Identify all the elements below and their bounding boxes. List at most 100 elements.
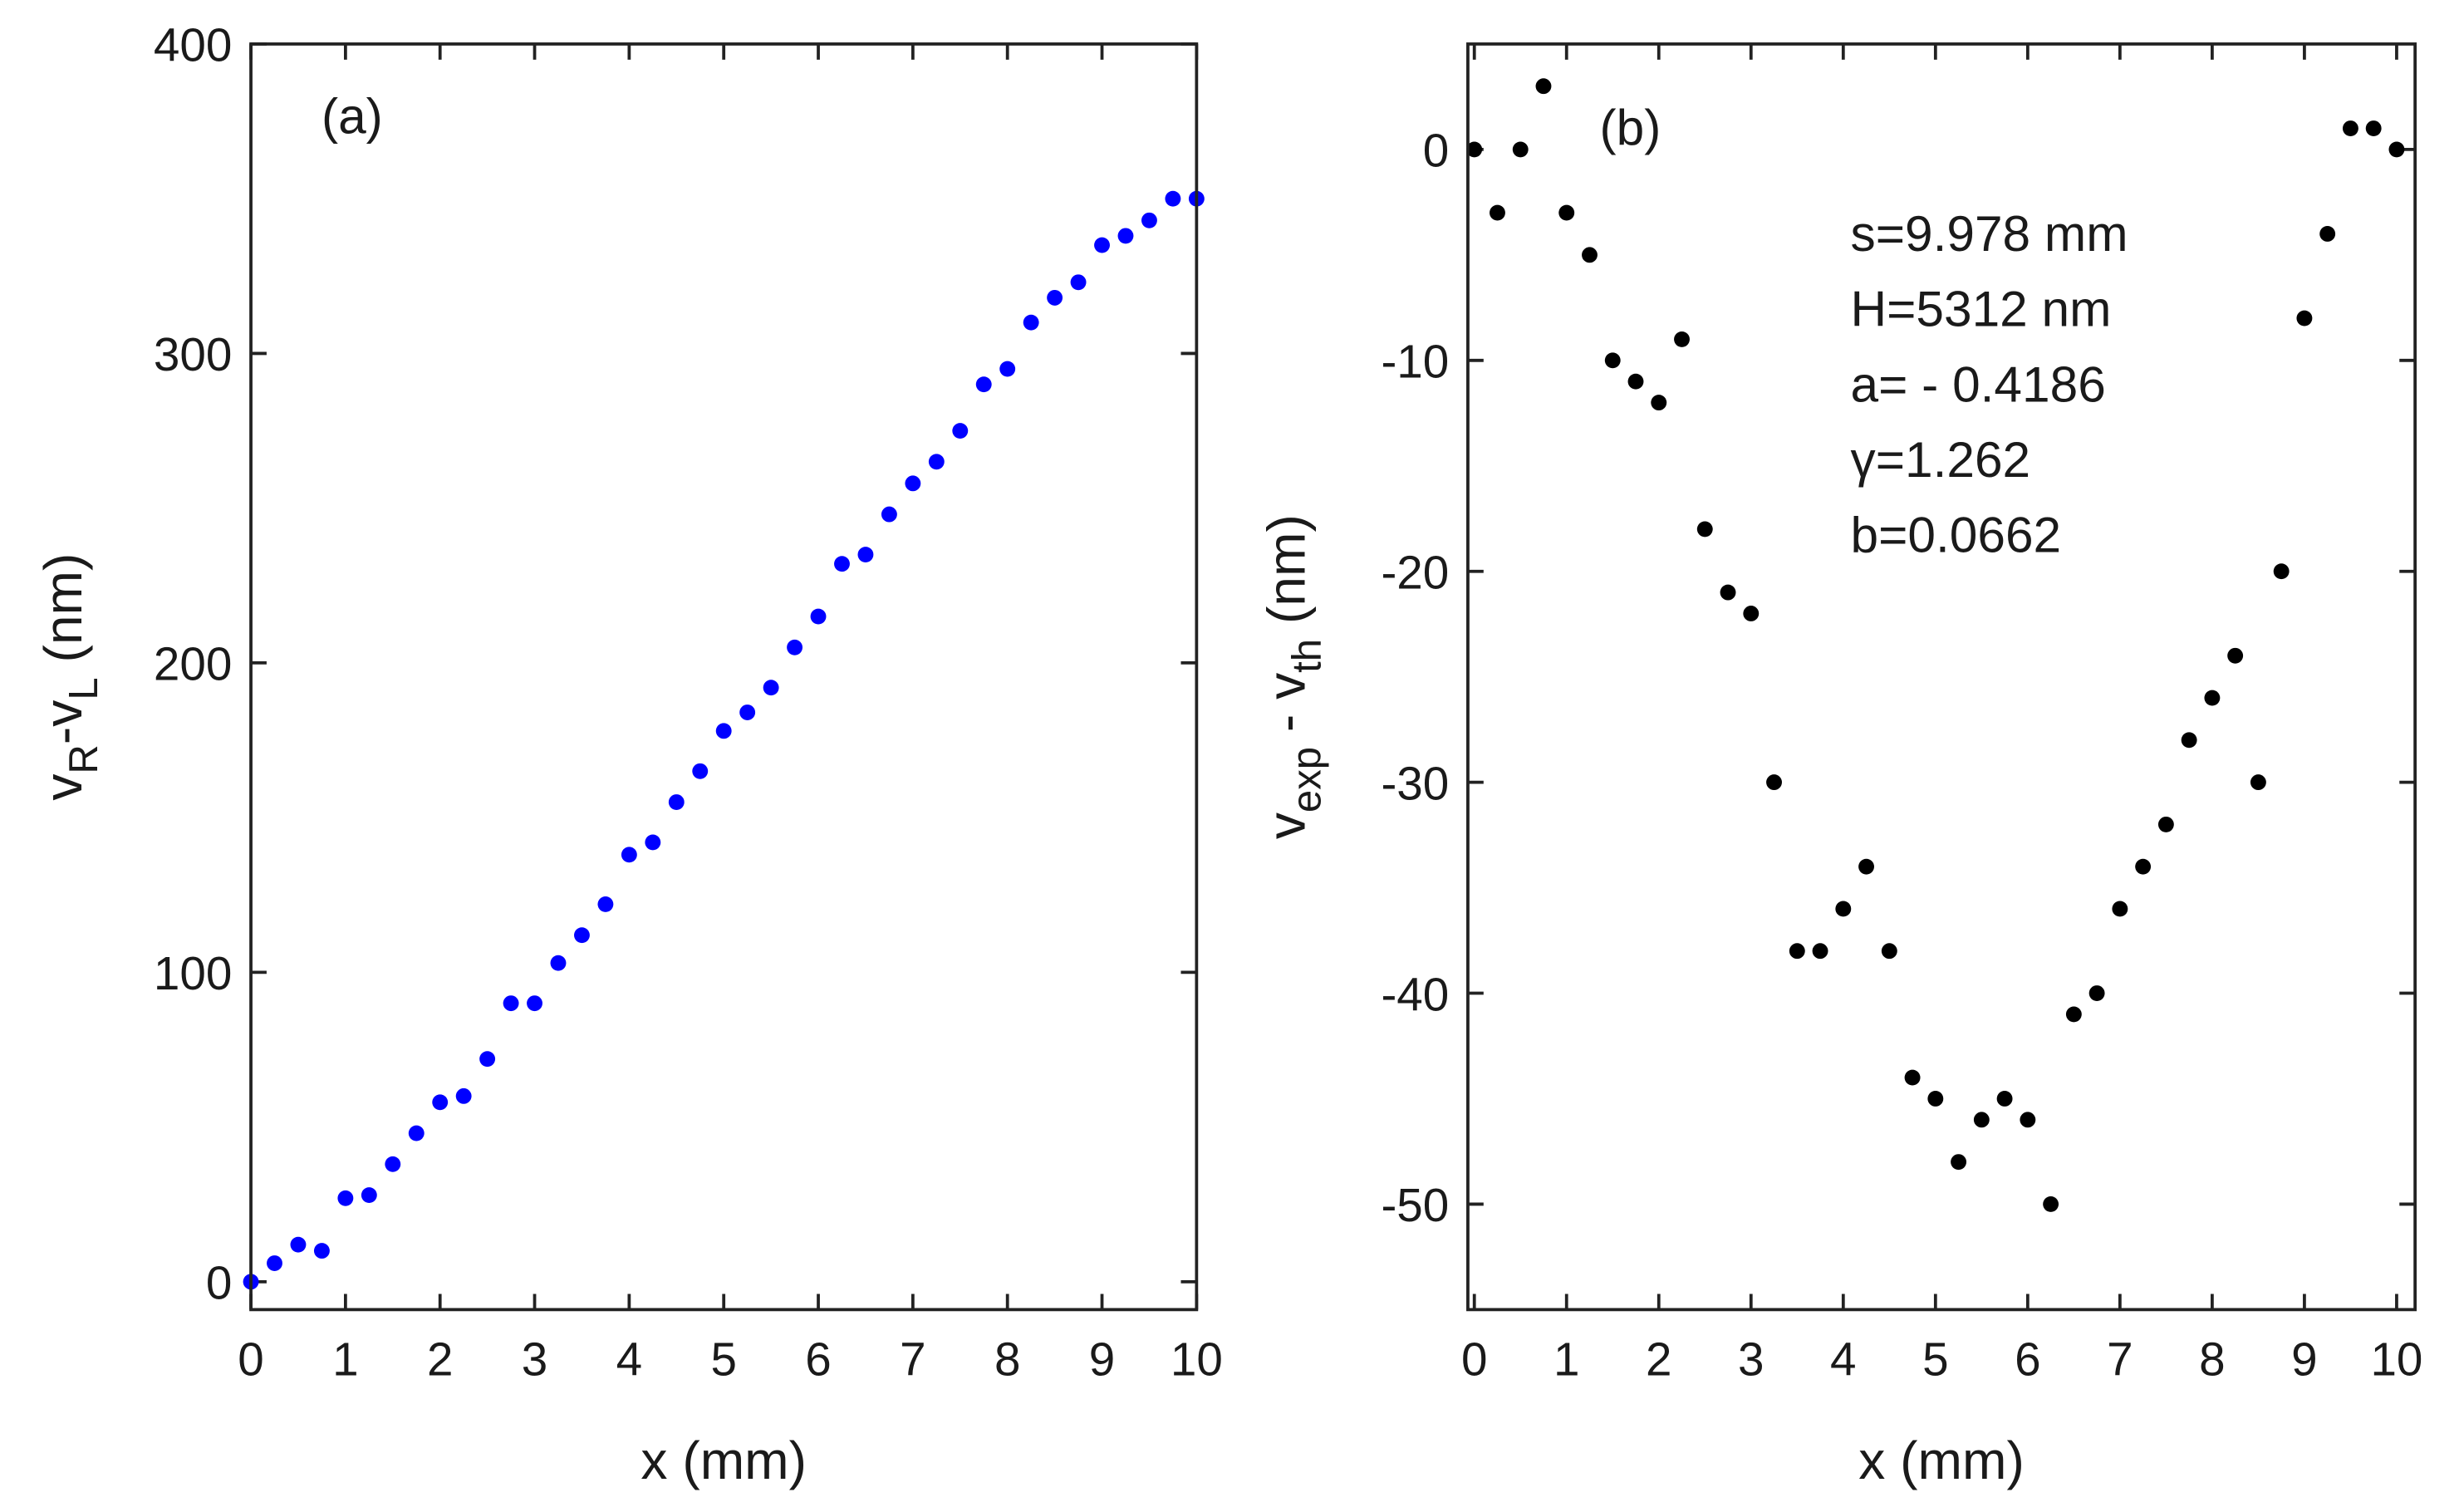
x-tick-label: 3: [1738, 1334, 1764, 1387]
point: [1904, 1069, 1921, 1086]
point: [408, 1125, 425, 1141]
y-tick-label: 300: [154, 329, 232, 381]
point: [928, 454, 945, 470]
y-tick-label: 100: [154, 948, 232, 1000]
y-tick-label: -20: [1381, 547, 1449, 599]
x-tick-label: 6: [2015, 1334, 2041, 1387]
x-tick-label: 5: [1922, 1334, 1949, 1387]
point: [668, 794, 685, 810]
fit-parameter: a= - 0.4186: [1851, 356, 2106, 412]
point: [739, 704, 756, 720]
point: [455, 1087, 472, 1104]
point: [432, 1094, 449, 1111]
point: [1047, 289, 1063, 306]
x-tick-label: 9: [2291, 1334, 2318, 1387]
x-tick-label: 7: [2107, 1334, 2133, 1387]
y-tick-label: -50: [1381, 1180, 1449, 1232]
x-tick-label: 8: [2199, 1334, 2226, 1387]
point: [2250, 774, 2266, 791]
point: [2273, 563, 2290, 580]
point: [1627, 373, 1644, 390]
x-tick-label: 7: [900, 1334, 925, 1387]
point: [1812, 943, 1828, 960]
x-axis-label: x (mm): [1858, 1431, 2025, 1490]
point: [2388, 141, 2405, 158]
point: [1789, 943, 1805, 960]
fit-parameter: s=9.978 mm: [1851, 205, 2128, 262]
y-tick-label: 200: [154, 639, 232, 691]
point: [574, 927, 590, 944]
point: [645, 834, 661, 851]
point: [787, 639, 803, 655]
point: [1973, 1112, 1990, 1128]
point: [2296, 310, 2313, 326]
point: [1070, 274, 1087, 291]
y-tick-label: -40: [1381, 969, 1449, 1021]
point: [1094, 237, 1110, 253]
panel-label: (b): [1600, 99, 1661, 155]
point: [1996, 1091, 2013, 1107]
panel-label: (a): [321, 88, 383, 145]
point: [1720, 584, 1736, 601]
point: [1490, 204, 1505, 221]
x-tick-label: 4: [1830, 1334, 1857, 1387]
plot-frame: [1466, 42, 2417, 1312]
y-axis-label-part: R: [61, 744, 106, 773]
y-tick-label: -10: [1381, 336, 1449, 389]
x-tick-label: 8: [994, 1334, 1021, 1387]
x-tick-label: 4: [616, 1334, 643, 1387]
point: [763, 680, 779, 696]
point: [857, 547, 874, 562]
point: [1766, 774, 1782, 791]
point: [2342, 120, 2358, 136]
point: [597, 896, 614, 912]
point: [1141, 212, 1157, 228]
point: [1604, 352, 1621, 369]
x-tick-label: 10: [1171, 1334, 1223, 1387]
y-axis-label-part: -v: [33, 700, 93, 744]
x-tick-label: 2: [1646, 1334, 1672, 1387]
point: [1835, 901, 1852, 917]
point: [881, 506, 897, 523]
point: [290, 1236, 307, 1253]
point: [2112, 901, 2128, 917]
point: [692, 763, 709, 779]
y-tick-label: 0: [206, 1258, 233, 1310]
y-axis-label-part: (nm): [33, 553, 93, 678]
point: [2043, 1195, 2059, 1212]
y-axis-label-part: L: [61, 677, 106, 700]
y-axis-label-part: v: [1257, 812, 1317, 839]
point: [527, 995, 542, 1012]
point: [1858, 858, 1874, 875]
point: [952, 423, 969, 439]
point: [2204, 690, 2221, 706]
y-axis-label: vR-vL (nm): [33, 553, 106, 801]
point: [621, 847, 637, 863]
x-tick-label: 0: [1461, 1334, 1487, 1387]
point: [385, 1156, 401, 1172]
plot-frame: [249, 42, 1199, 1312]
y-tick-label: 0: [1423, 125, 1450, 178]
y-axis-label-part: v: [33, 774, 93, 801]
point: [2088, 985, 2105, 1001]
point: [2065, 1006, 2082, 1023]
point: [1558, 204, 1575, 221]
point: [479, 1051, 496, 1068]
point: [550, 955, 567, 971]
fit-parameter: b=0.0662: [1851, 507, 2062, 563]
x-tick-label: 2: [427, 1334, 454, 1387]
point: [1582, 247, 1598, 263]
x-tick-label: 1: [1553, 1334, 1580, 1387]
y-tick-label: 400: [154, 20, 232, 72]
point: [2135, 858, 2152, 875]
point: [2319, 226, 2336, 242]
point: [999, 361, 1016, 377]
point: [1165, 190, 1181, 207]
point: [1512, 141, 1529, 158]
x-tick-label: 1: [332, 1334, 359, 1387]
y-axis-label-part: th: [1284, 639, 1329, 673]
point: [503, 995, 519, 1012]
point: [267, 1255, 282, 1271]
